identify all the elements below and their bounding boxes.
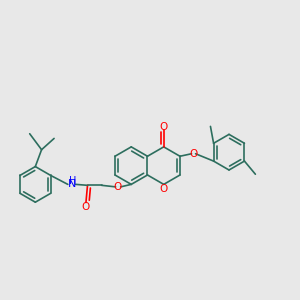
Text: O: O [159, 184, 167, 194]
Text: O: O [82, 202, 90, 212]
Text: O: O [189, 149, 197, 159]
Text: H: H [69, 176, 76, 186]
Text: N: N [68, 179, 76, 189]
Text: O: O [114, 182, 122, 192]
Text: O: O [160, 122, 168, 132]
